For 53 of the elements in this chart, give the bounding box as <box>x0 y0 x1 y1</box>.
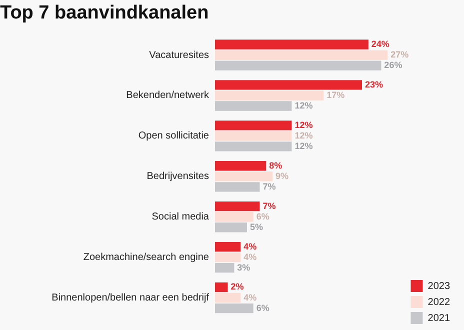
data-label: 5% <box>250 222 263 232</box>
bar <box>215 142 292 152</box>
bar <box>215 202 260 212</box>
legend-label: 2021 <box>428 312 450 324</box>
data-label: 4% <box>244 252 257 262</box>
data-label: 23% <box>365 79 384 90</box>
bar <box>215 282 228 292</box>
y-tick-label: Open sollicitatie <box>138 130 210 142</box>
data-label: 27% <box>390 50 409 60</box>
chart-title: Top 7 baanvindkanalen <box>0 2 209 24</box>
data-label: 9% <box>276 170 289 181</box>
bar <box>215 40 368 50</box>
y-tick-label: Zoekmachine/search engine <box>83 252 210 264</box>
data-label: 17% <box>326 90 345 100</box>
data-label: 24% <box>371 38 390 49</box>
data-label: 2% <box>230 282 244 292</box>
data-label: 8% <box>269 160 282 170</box>
data-label: 6% <box>256 302 270 313</box>
bar <box>215 60 382 70</box>
bar <box>215 80 362 90</box>
data-label: 12% <box>294 130 313 140</box>
bar <box>215 172 273 182</box>
bar <box>215 90 324 100</box>
bar <box>215 131 292 141</box>
data-label: 26% <box>384 60 402 70</box>
bar <box>215 252 241 262</box>
data-label: 12% <box>294 120 313 130</box>
data-label: 12% <box>294 100 313 110</box>
bar <box>215 120 292 130</box>
data-label: 6% <box>256 211 270 222</box>
bar <box>215 212 254 222</box>
bar <box>215 303 254 314</box>
bar <box>215 262 234 273</box>
y-tick-label: Binnenlopen/bellen naar een bedrijf <box>52 292 210 304</box>
bar <box>215 161 266 171</box>
data-label: 12% <box>294 140 313 151</box>
data-label: 4% <box>244 292 257 302</box>
data-label: 3% <box>237 262 250 272</box>
bar <box>215 222 247 232</box>
y-tick-label: Social media <box>152 212 210 223</box>
data-label: 7% <box>262 181 276 192</box>
y-tick-label: Bekenden/netwerk <box>126 90 210 102</box>
data-label: 4% <box>244 241 257 252</box>
legend-label: 2022 <box>428 296 450 308</box>
bar <box>215 182 260 192</box>
bar <box>215 101 292 111</box>
bar <box>215 292 241 303</box>
data-label: 7% <box>262 200 276 211</box>
legend-label: 2023 <box>428 280 450 292</box>
y-tick-label: Bedrijvensites <box>146 171 209 182</box>
y-tick-label: Vacaturesites <box>149 50 209 61</box>
bar <box>215 242 241 252</box>
bar <box>215 50 388 60</box>
